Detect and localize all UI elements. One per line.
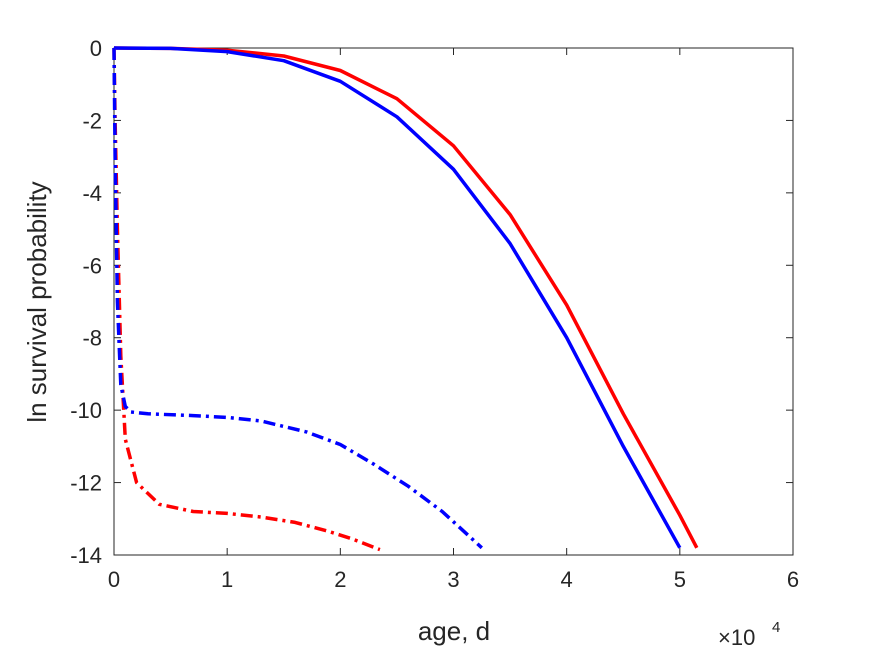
y-tick-label: -10 xyxy=(70,398,102,423)
x-tick-label: 1 xyxy=(221,567,233,592)
y-tick-label: -2 xyxy=(82,108,102,133)
x-tick-label: 3 xyxy=(447,567,459,592)
y-axis-label: ln survival probability xyxy=(22,181,52,422)
y-tick-label: 0 xyxy=(90,36,102,61)
series-line-2 xyxy=(113,46,682,549)
plot-area xyxy=(113,47,794,556)
x-tick-label: 2 xyxy=(334,567,346,592)
y-tick-label: -12 xyxy=(70,471,102,496)
svg-text:4: 4 xyxy=(772,619,780,636)
y-tick-label: -4 xyxy=(82,181,102,206)
x-axis-label: age, d xyxy=(418,616,490,646)
y-tick-label: -8 xyxy=(82,326,102,351)
y-tick-labels: 0 -2 -4 -6 -8 -10 -12 -14 xyxy=(70,36,102,568)
y-tick-label: -6 xyxy=(82,253,102,278)
x-tick-labels: 0 1 2 3 4 5 6 xyxy=(108,567,799,592)
x-tick-label: 6 xyxy=(787,567,799,592)
x-tick-label: 0 xyxy=(108,567,120,592)
x-tick-label: 5 xyxy=(674,567,686,592)
y-tick-label: -14 xyxy=(70,543,102,568)
x-tick-label: 4 xyxy=(561,567,573,592)
x-exponent-label: ×10 4 xyxy=(718,619,780,650)
series-lines xyxy=(112,46,699,552)
axis-ticks xyxy=(113,47,794,556)
svg-text:×10: ×10 xyxy=(718,625,755,650)
